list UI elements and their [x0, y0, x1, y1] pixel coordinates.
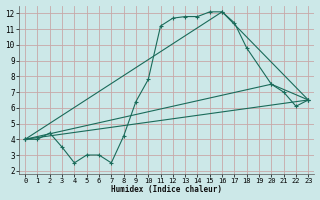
X-axis label: Humidex (Indice chaleur): Humidex (Indice chaleur)	[111, 185, 222, 194]
